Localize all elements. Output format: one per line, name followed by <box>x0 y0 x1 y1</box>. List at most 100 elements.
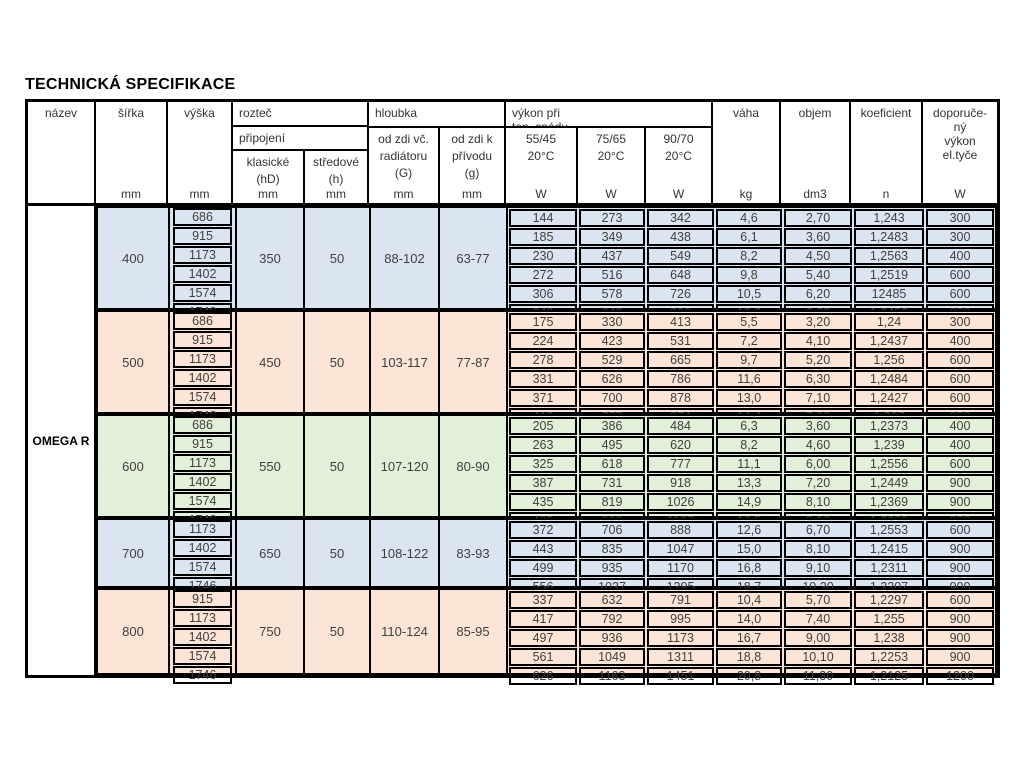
vykon-90-70-cell: 777 <box>647 455 714 473</box>
vaha-cell: 18,8 <box>716 648 782 666</box>
vykon-75-65-cell: 495 <box>579 436 645 454</box>
page-title: TECHNICKÁ SPECIFIKACE <box>25 76 236 93</box>
doporuceny-vykon-cell: 900 <box>926 474 994 492</box>
sirka-cell: 800 <box>98 590 170 673</box>
vaha-cell: 8,2 <box>716 247 782 265</box>
koeficient-column: 1,2297 1,255 1,238 1,2253 1,2125 <box>853 590 925 685</box>
vaha-column: 10,4 14,0 16,7 18,8 20,8 <box>715 590 783 685</box>
koeficient-cell: 1,2297 <box>854 591 924 609</box>
header-koeficient-unit: n <box>882 187 890 201</box>
roztec-stredove-cell: 50 <box>305 208 371 308</box>
vyska-cell: 1402 <box>173 539 232 557</box>
vykon-90-70-cell: 1026 <box>647 493 714 511</box>
objem-cell: 6,00 <box>784 455 852 473</box>
vaha-cell: 11,1 <box>716 455 782 473</box>
vykon-55-45-cell: 325 <box>509 455 577 473</box>
vykon-55-45-cell: 417 <box>509 610 577 628</box>
objem-column: 2,703,604,505,406,206,80 <box>783 208 853 322</box>
objem-cell: 8,10 <box>784 493 852 511</box>
koeficient-cell: 1,2519 <box>854 266 924 284</box>
objem-cell: 4,50 <box>784 247 852 265</box>
koeficient-cell: 1,2449 <box>854 474 924 492</box>
vykon-90-70-cell: 791 <box>647 591 714 609</box>
vykon-90-70-cell: 1170 <box>647 559 714 577</box>
vaha-cell: 6,3 <box>716 417 782 435</box>
doporuceny-vykon-cell: 600 <box>926 370 994 388</box>
roztec-stredove-cell: 50 <box>305 312 371 412</box>
vaha-cell: 12,6 <box>716 521 782 539</box>
doporuceny-vykon-cell: 600 <box>926 285 994 303</box>
koeficient-cell: 1,243 <box>854 209 924 227</box>
vykon-75-65-cell: 792 <box>579 610 645 628</box>
table-body-groups: 40068691511731402157417463505088-10263-7… <box>96 206 997 685</box>
roztec-stredove-cell: 50 <box>305 520 371 586</box>
vykon-75-65-cell: 437 <box>579 247 645 265</box>
doporuceny-vykon-column: 300300400600600600 <box>925 208 995 322</box>
koeficient-cell: 12485 <box>854 285 924 303</box>
header-klasicke-label: klasické (hD) <box>246 155 290 186</box>
header-roztec-cells: klasické (hD) mm středové (h) mm <box>233 151 367 203</box>
vykon-75-65-cell: 935 <box>579 559 645 577</box>
koeficient-cell: 1,2253 <box>854 648 924 666</box>
page: TECHNICKÁ SPECIFIKACE název šířka mm výš… <box>25 76 1003 685</box>
vykon-55-45-cell: 272 <box>509 266 577 284</box>
roztec-klasicke-cell: 350 <box>235 208 305 308</box>
doporuceny-vykon-cell: 600 <box>926 389 994 407</box>
vykon-75-65-cell: 273 <box>579 209 645 227</box>
vyska-cell: 1574 <box>173 388 232 406</box>
header-group-roztec: rozteč připojení klasické (hD) mm středo… <box>233 102 369 203</box>
header-temp-55-45-label: 55/45 20°C <box>525 132 557 163</box>
vaha-cell: 11,6 <box>716 370 782 388</box>
vyska-cell: 686 <box>173 208 232 226</box>
vykon-90-70-cell: 918 <box>647 474 714 492</box>
vykon-55-45-cell: 337 <box>509 591 577 609</box>
vaha-cell: 6,1 <box>716 228 782 246</box>
doporuceny-vykon-cell: 600 <box>926 266 994 284</box>
group-row-sirka-400: 40068691511731402157417463505088-10263-7… <box>96 206 997 322</box>
vyska-column: 1173 1402 1574 1746 <box>170 520 235 595</box>
vyska-column: 6869151173140215741746 <box>170 312 235 425</box>
hloubka-privod-cell: 77-87 <box>440 312 508 412</box>
vykon-90-70-cell: 342 <box>647 209 714 227</box>
vykon-55-45-cell: 387 <box>509 474 577 492</box>
vykon-75-65-cell: 578 <box>579 285 645 303</box>
vyska-cell: 1402 <box>173 628 232 646</box>
vyska-cell: 1402 <box>173 473 232 491</box>
header-hloubka: hloubka <box>369 102 504 128</box>
header-hloubka-cells: od zdi vč. radiátoru (G) mm od zdi k pří… <box>369 128 504 203</box>
koeficient-cell: 1,2125 <box>854 667 924 685</box>
koeficient-cell: 1,24 <box>854 313 924 331</box>
vykon-55-45-cell: 372 <box>509 521 577 539</box>
vyska-column: 6869151173140215741746 <box>170 416 235 529</box>
doporuceny-vykon-cell: 900 <box>926 648 994 666</box>
header-od-zdi-privod-unit: mm <box>462 187 482 201</box>
group-row-sirka-800: 800 915 1173 1402 1574 1746 750 50 110-124 85-95 3… <box>96 588 997 685</box>
vykon-90-70-cell: 438 <box>647 228 714 246</box>
vyska-column: 6869151173140215741746 <box>170 208 235 321</box>
header-vyska-unit: mm <box>189 187 210 201</box>
objem-cell: 3,60 <box>784 417 852 435</box>
doporuceny-vykon-cell: 400 <box>926 436 994 454</box>
vaha-cell: 15,0 <box>716 540 782 558</box>
vykon-75-65-column: 330423529626700777 <box>578 312 646 426</box>
objem-cell: 6,70 <box>784 521 852 539</box>
header-klasicke: klasické (hD) mm <box>233 151 303 203</box>
vykon-75-65-cell: 423 <box>579 332 645 350</box>
vykon-55-45-cell: 331 <box>509 370 577 388</box>
vykon-90-70-column: 342438549648726806 <box>646 208 715 322</box>
hloubka-radiator-cell: 88-102 <box>371 208 440 308</box>
vykon-75-65-column: 386495618731819909 <box>578 416 646 530</box>
vykon-75-65-cell: 516 <box>579 266 645 284</box>
vykon-90-70-cell: 995 <box>647 610 714 628</box>
vykon-90-70-column: 413531665786878974 <box>646 312 715 426</box>
koeficient-cell: 1,2427 <box>854 389 924 407</box>
koeficient-cell: 1,2484 <box>854 370 924 388</box>
doporuceny-vykon-cell: 400 <box>926 247 994 265</box>
vaha-column: 4,66,18,29,810,512,2 <box>715 208 783 322</box>
vaha-cell: 14,9 <box>716 493 782 511</box>
header-nazev-label: název <box>44 106 78 120</box>
group-row-sirka-700: 700 1173 1402 1574 1746 650 50 108-122 83-93 372 4… <box>96 518 997 596</box>
header-doporuceny-label: doporuče- ný výkon el.tyče <box>932 106 988 162</box>
